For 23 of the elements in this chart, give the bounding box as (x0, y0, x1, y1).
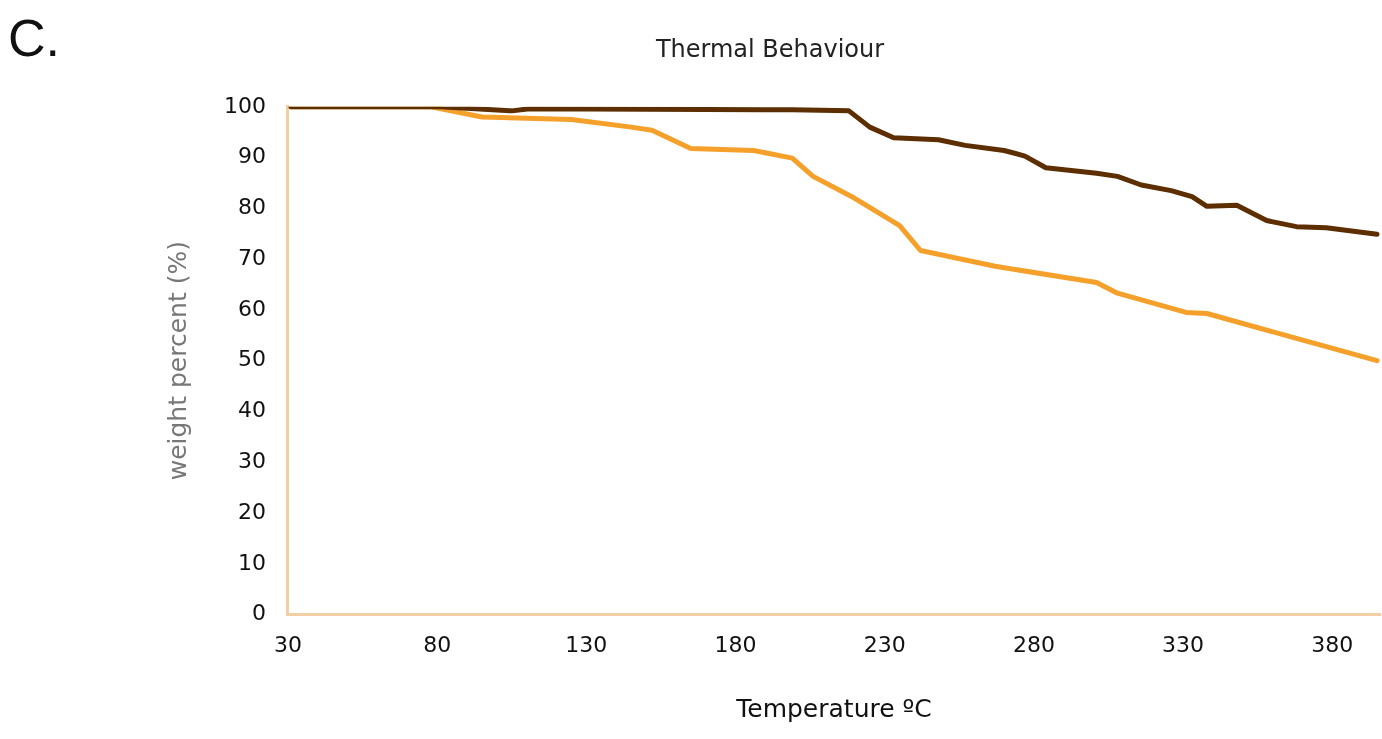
y-axis-title: weight percent (%) (162, 241, 192, 481)
y-tick-label: 10 (237, 549, 266, 575)
y-tick-label: 50 (237, 346, 266, 372)
x-tick-label: 30 (273, 631, 302, 657)
y-tick-label: 80 (237, 194, 266, 220)
x-tick-label: 180 (714, 631, 757, 657)
y-tick-label: 60 (237, 295, 266, 321)
x-axis-title: Temperature ºC (735, 693, 932, 723)
text: C. (8, 8, 60, 68)
x-tick-label: 280 (1012, 631, 1055, 657)
x-tick-label: 80 (423, 631, 452, 657)
y-tick-label: 100 (223, 92, 266, 118)
y-tick-label: 30 (237, 447, 266, 473)
y-tick-label: 90 (237, 143, 266, 169)
chart-title: Thermal Behaviour (654, 34, 885, 63)
y-tick-label: 0 (251, 600, 266, 626)
x-tick-label: 380 (1311, 631, 1354, 657)
y-tick-label: 40 (237, 397, 266, 423)
x-tick-label: 130 (565, 631, 608, 657)
y-tick-label: 20 (237, 498, 266, 524)
x-tick-label: 230 (863, 631, 906, 657)
y-tick-label: 70 (237, 244, 266, 270)
x-tick-label: 330 (1162, 631, 1205, 657)
